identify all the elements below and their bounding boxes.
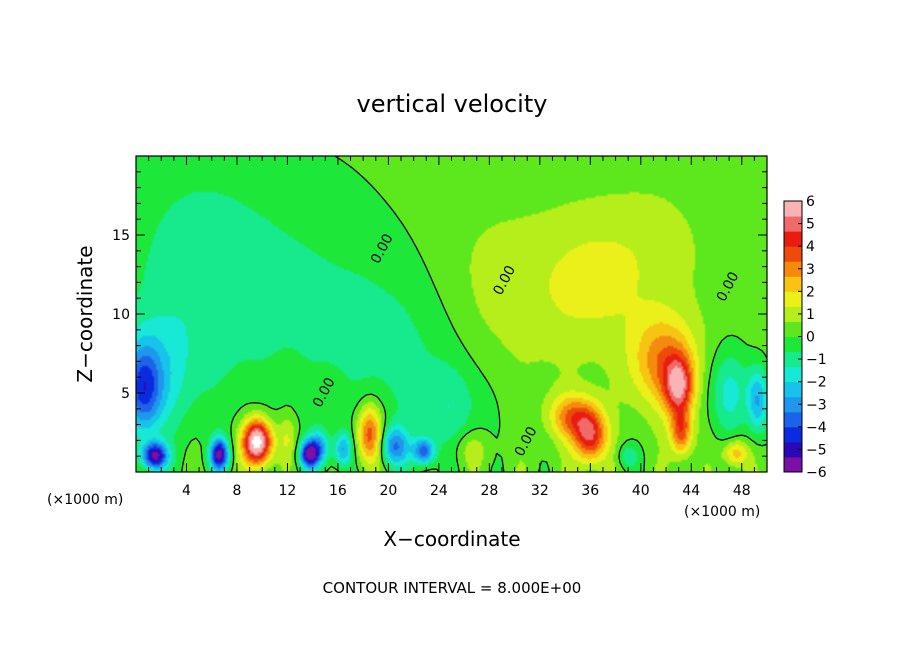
colorbar-tick-label: 5: [806, 217, 815, 233]
colorbar-swatch: [784, 396, 802, 413]
colorbar-swatch: [784, 201, 802, 217]
x-tick-label: 28: [480, 483, 498, 499]
colorbar-tick-label: 0: [806, 330, 815, 346]
colorbar-swatch: [784, 306, 802, 322]
x-tick-label: 32: [531, 483, 549, 499]
y-axis-ticks: 5 10 15: [112, 171, 767, 457]
x-unit-right: (×1000 m): [684, 504, 760, 520]
x-tick-label: 8: [232, 483, 241, 499]
colorbar-swatch: [784, 231, 802, 247]
y-tick-label: 10: [112, 307, 130, 323]
colorbar-swatch: [784, 246, 802, 262]
colorbar-tick-label: −1: [806, 352, 827, 368]
x-tick-label: 16: [329, 483, 347, 499]
colorbar-swatch: [784, 321, 802, 337]
colorbar-swatch: [784, 291, 802, 307]
velocity-field-image: [136, 156, 767, 472]
colorbar-swatch: [784, 441, 802, 458]
colorbar-tick-label: −3: [806, 397, 827, 413]
colorbar-swatch: [784, 456, 802, 473]
colorbar-tick-label: 2: [806, 284, 815, 300]
y-axis-title: Z−coordinate: [73, 245, 97, 382]
colorbar-tick-label: −5: [806, 442, 827, 458]
colorbar-tick-label: −6: [806, 465, 827, 481]
colorbar-tick-label: 4: [806, 239, 815, 255]
colorbar-swatch: [784, 381, 802, 398]
colorbar-tick-label: 1: [806, 307, 815, 323]
colorbar-swatch: [784, 276, 802, 292]
colorbar-tick-label: −4: [806, 420, 827, 436]
plot-area: 0.000.000.000.000.00 4 8 12 16 20 24 28 32 36 40 4…: [112, 155, 768, 499]
x-unit-left: (×1000 m): [47, 492, 123, 508]
x-tick-label: 36: [581, 483, 599, 499]
colorbar-swatch: [784, 216, 802, 232]
x-tick-label: 4: [182, 483, 191, 499]
x-tick-label: 20: [379, 483, 397, 499]
colorbar-swatch: [784, 366, 802, 383]
x-tick-label: 24: [430, 483, 448, 499]
x-axis-title: X−coordinate: [383, 527, 520, 551]
colorbar-tick-label: 6: [806, 194, 815, 210]
y-tick-label: 15: [112, 228, 130, 244]
colorbar-swatch: [784, 351, 802, 368]
x-tick-label: 44: [682, 483, 700, 499]
chart-title: vertical velocity: [357, 90, 548, 118]
colorbar-swatch: [784, 261, 802, 277]
x-tick-label: 40: [632, 483, 650, 499]
colorbar-swatch: [784, 336, 802, 353]
y-tick-label: 5: [121, 386, 130, 402]
colorbar-tick-label: 3: [806, 262, 815, 278]
colorbar: 6 5 4 3 2 1 0 −1 −2 −3 −4 −5 −6: [783, 194, 827, 481]
x-axis-ticks: 4 8 12 16 20 24 28 32 36 40 44 48: [148, 156, 755, 499]
colorbar-tick-label: −2: [806, 375, 827, 391]
x-tick-label: 12: [279, 483, 297, 499]
colorbar-swatch: [784, 411, 802, 428]
contour-interval-note: CONTOUR INTERVAL = 8.000E+00: [323, 579, 582, 597]
colorbar-swatch: [784, 426, 802, 443]
x-tick-label: 48: [733, 483, 751, 499]
